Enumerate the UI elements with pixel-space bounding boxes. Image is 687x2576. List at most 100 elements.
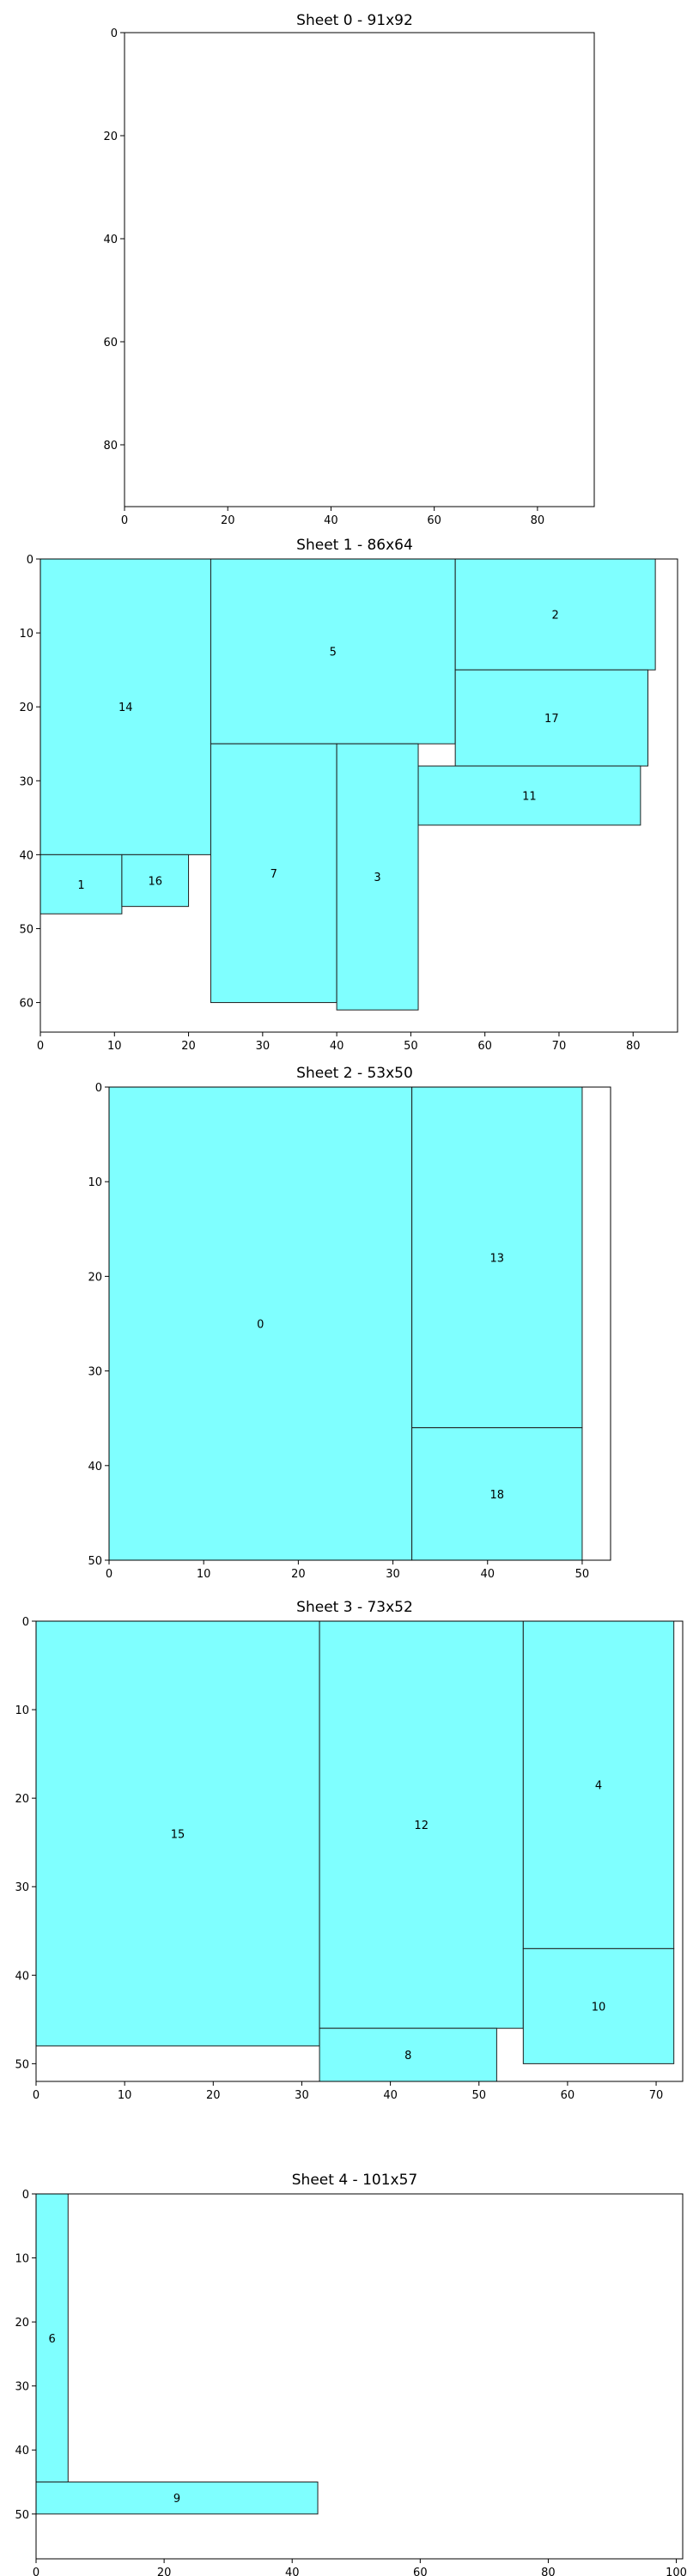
sheet-1-x-tick-label: 40 xyxy=(330,1040,344,1053)
sheet-3-y-tick-label: 30 xyxy=(15,1881,29,1894)
sheet-3-x-tick-label: 20 xyxy=(206,2089,221,2102)
sheet-2-y-tick-label: 0 xyxy=(95,1082,102,1095)
sheet-1-y-tick-label: 40 xyxy=(19,849,33,862)
sheet-1-x-tick-label: 20 xyxy=(181,1040,196,1053)
sheet-1-piece-1 xyxy=(40,854,123,914)
sheet-2-y-tick-label: 30 xyxy=(88,1366,102,1379)
sheet-4-title: Sheet 4 - 101x57 xyxy=(292,2172,417,2189)
sheet-3-piece-label-8: 8 xyxy=(404,2050,411,2063)
sheet-1-y-tick-label: 30 xyxy=(19,775,33,788)
sheet-4-y-tick-label: 50 xyxy=(15,2509,29,2522)
sheet-3-x-tick-label: 30 xyxy=(295,2089,309,2102)
sheet-1-piece-16 xyxy=(121,854,190,908)
sheet-1-y-tick-label: 0 xyxy=(27,554,33,567)
sheet-4-x-tick-label: 40 xyxy=(285,2567,300,2576)
sheet-3-y-tick-label: 0 xyxy=(22,1616,29,1629)
sheet-1-y-tick-label: 10 xyxy=(19,628,33,641)
sheet-0-panel: Sheet 0 - 91x92 0 20 40 60 80 0 20 40 60 80 xyxy=(103,12,595,527)
sheet-2-title: Sheet 2 - 53x50 xyxy=(296,1065,413,1082)
sheet-4-pieces: 69 xyxy=(35,2193,319,2515)
sheet-0-y-tick-label: 80 xyxy=(103,440,118,453)
sheet-4-piece-9 xyxy=(35,2482,319,2515)
sheet-2-x-tick-label: 0 xyxy=(106,1568,112,1581)
sheet-4-piece-label-9: 9 xyxy=(173,2493,180,2506)
sheet-4-x-tick-label: 60 xyxy=(413,2567,428,2576)
sheet-3-x-tick-label: 10 xyxy=(118,2089,132,2102)
sheet-3-axes-frame xyxy=(35,1620,684,2082)
sheet-3-pieces: 15 12 4 10 8 xyxy=(35,1620,675,2082)
sheet-1-piece-7 xyxy=(210,743,337,1004)
sheet-1-x-tick-label: 70 xyxy=(552,1040,567,1053)
sheet-4-y-tick-label: 30 xyxy=(15,2381,29,2394)
sheet-1-piece-label-3: 3 xyxy=(374,872,380,884)
sheet-2-x-tick-label: 50 xyxy=(575,1568,590,1581)
sheet-3-piece-label-4: 4 xyxy=(595,1780,602,1793)
sheet-4-y-tick-label: 40 xyxy=(15,2445,29,2458)
sheet-3-piece-label-10: 10 xyxy=(592,2001,606,2014)
sheet-2-axes: 0 10 20 30 40 50 0 10 20 30 40 50 xyxy=(88,1082,611,1581)
sheet-0-title: Sheet 0 - 91x92 xyxy=(296,12,413,29)
sheet-4-x-tick-label: 80 xyxy=(541,2567,556,2576)
sheet-2-x-tick-label: 30 xyxy=(386,1568,400,1581)
sheet-3-title: Sheet 3 - 73x52 xyxy=(296,1599,413,1616)
sheet-4-y-tick-label: 0 xyxy=(22,2189,29,2202)
sheet-0-x-tick-label: 40 xyxy=(324,514,338,527)
sheet-0-x-tick-label: 60 xyxy=(427,514,441,527)
sheet-1-title: Sheet 1 - 86x64 xyxy=(296,537,413,554)
sheet-2-y-tick-label: 40 xyxy=(88,1461,102,1473)
sheet-2-piece-13 xyxy=(411,1086,583,1429)
sheet-4-axes: 0 20 40 60 80 100 0 10 20 30 40 50 xyxy=(15,2189,687,2576)
sheet-1-pieces: 14 5 2 17 11 7 3 1 16 xyxy=(40,558,656,1011)
sheet-3-x-tick-label: 70 xyxy=(649,2089,664,2102)
sheet-0-x-tick-label: 0 xyxy=(121,514,128,527)
sheet-1-piece-label-17: 17 xyxy=(544,713,559,726)
sheet-2-x-tick-label: 40 xyxy=(480,1568,495,1581)
sheet-3-piece-8 xyxy=(319,2027,497,2082)
sheet-2-piece-label-13: 13 xyxy=(490,1252,505,1265)
sheet-2-y-tick-label: 50 xyxy=(88,1555,102,1568)
sheet-1-piece-label-16: 16 xyxy=(148,876,162,889)
sheet-1-x-tick-label: 80 xyxy=(626,1040,641,1053)
sheet-1-axes-frame xyxy=(40,558,678,1033)
sheet-3-x-tick-label: 0 xyxy=(33,2089,40,2102)
sheet-1-piece-label-11: 11 xyxy=(522,791,537,804)
sheet-1-piece-5 xyxy=(210,558,456,744)
sheet-1-x-tick-label: 60 xyxy=(477,1040,492,1053)
sheet-0-y-tick-label: 60 xyxy=(103,337,118,349)
sheet-3-axes: 0 10 20 30 40 50 60 70 0 10 20 30 40 50 xyxy=(15,1616,684,2102)
sheet-0-y-tick-label: 0 xyxy=(111,27,118,40)
sheet-1-y-tick-label: 60 xyxy=(19,998,33,1011)
sheet-4-x-tick-label: 20 xyxy=(157,2567,172,2576)
sheet-0-axes: 0 20 40 60 80 0 20 40 60 80 xyxy=(103,27,595,527)
sheet-3-x-tick-label: 50 xyxy=(471,2089,486,2102)
sheet-3-piece-4 xyxy=(522,1620,675,1949)
sheet-4-y-tick-label: 20 xyxy=(15,2317,29,2330)
sheet-1-x-tick-label: 50 xyxy=(404,1040,418,1053)
sheet-4-piece-label-6: 6 xyxy=(48,2333,55,2346)
sheet-4-axes-frame xyxy=(35,2193,684,2560)
sheet-1-piece-label-5: 5 xyxy=(330,647,337,659)
sheet-0-y-tick-label: 40 xyxy=(103,234,118,246)
sheet-3-y-tick-label: 40 xyxy=(15,1970,29,1983)
sheet-2-y-tick-label: 10 xyxy=(88,1176,102,1189)
sheet-4-x-tick-label: 100 xyxy=(666,2567,687,2576)
sheet-4-y-tick-label: 10 xyxy=(15,2253,29,2266)
sheet-1-piece-3 xyxy=(336,743,419,1011)
sheet-2-panel: Sheet 2 - 53x50 0 13 18 0 10 20 30 40 50 0 10 20 30… xyxy=(88,1065,611,1581)
sheet-1-axes: 0 10 20 30 40 50 60 70 80 0 10 20 30 40 50 60 xyxy=(19,554,678,1053)
sheet-2-piece-label-18: 18 xyxy=(490,1489,505,1502)
sheet-1-piece-label-1: 1 xyxy=(77,879,84,892)
sheet-0-x-tick-label: 20 xyxy=(221,514,235,527)
sheet-3-panel: Sheet 3 - 73x52 15 12 4 10 8 0 10 20 30 40 50 60 70… xyxy=(15,1599,684,2102)
sheet-0-y-tick-label: 20 xyxy=(103,131,118,143)
sheet-1-panel: Sheet 1 - 86x64 14 5 2 17 11 7 3 1 16 0 10 20 30 40 5… xyxy=(19,537,678,1053)
sheet-3-x-tick-label: 40 xyxy=(383,2089,398,2102)
sheet-1-y-tick-label: 50 xyxy=(19,923,33,936)
sheet-1-piece-label-14: 14 xyxy=(119,702,133,714)
sheet-1-piece-label-7: 7 xyxy=(271,868,277,881)
sheet-2-pieces: 0 13 18 xyxy=(108,1086,583,1561)
sheet-3-piece-label-15: 15 xyxy=(171,1828,185,1841)
sheet-1-x-tick-label: 0 xyxy=(37,1040,44,1053)
sheet-3-piece-label-12: 12 xyxy=(414,1820,429,1832)
